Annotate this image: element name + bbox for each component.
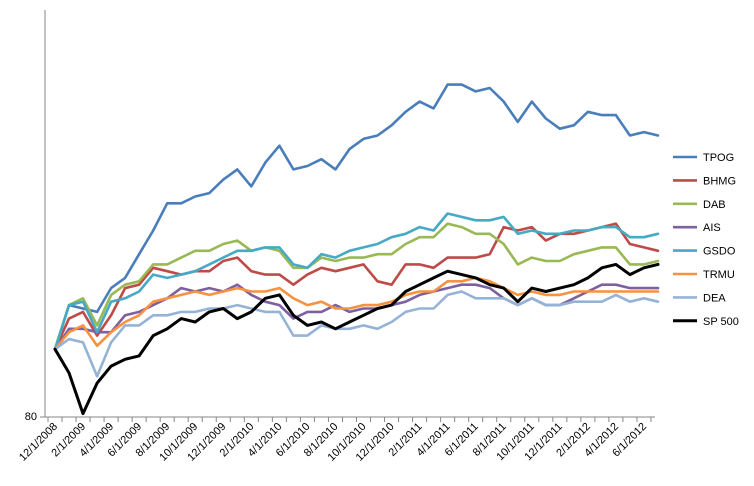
legend-label: DAB (703, 199, 726, 211)
series-line-tpog (53, 83, 660, 351)
series-lines (53, 83, 660, 416)
y-axis-tick-labels: 80 (25, 411, 37, 423)
chart-axes (40, 10, 655, 422)
series-line-gsdo (53, 212, 660, 351)
series-line-dab (53, 222, 660, 351)
x-axis-tick-labels: 12/1/20082/1/20094/1/20096/1/20098/1/200… (17, 421, 649, 464)
legend-label: DEA (703, 292, 726, 304)
y-tick-label: 80 (25, 411, 37, 423)
series-line-dea (53, 290, 660, 378)
legend-label: TPOG (703, 152, 734, 164)
x-tick-label: 12/1/2008 (17, 421, 60, 464)
series-line-sp-500 (53, 262, 660, 416)
legend-item-dea: DEA (673, 292, 726, 304)
legend-item-tpog: TPOG (673, 152, 734, 164)
legend-label: BHMG (703, 175, 736, 187)
legend-label: AIS (703, 222, 721, 234)
legend-label: GSDO (703, 246, 736, 258)
chart-legend: TPOG BHMG DAB AIS GSDO TRMU DEA SP 500 (673, 152, 739, 328)
legend-item-trmu: TRMU (673, 269, 735, 281)
series-line-trmu (53, 276, 660, 351)
legend-item-sp-500: SP 500 (673, 316, 739, 328)
series-line-ais (53, 283, 660, 351)
legend-item-dab: DAB (673, 199, 726, 211)
legend-label: SP 500 (703, 316, 739, 328)
legend-item-bhmg: BHMG (673, 175, 736, 187)
legend-item-ais: AIS (673, 222, 721, 234)
legend-label: TRMU (703, 269, 735, 281)
legend-item-gsdo: GSDO (673, 246, 736, 258)
